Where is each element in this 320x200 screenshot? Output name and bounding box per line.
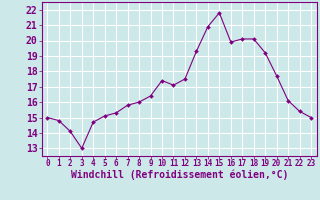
X-axis label: Windchill (Refroidissement éolien,°C): Windchill (Refroidissement éolien,°C) xyxy=(70,169,288,180)
